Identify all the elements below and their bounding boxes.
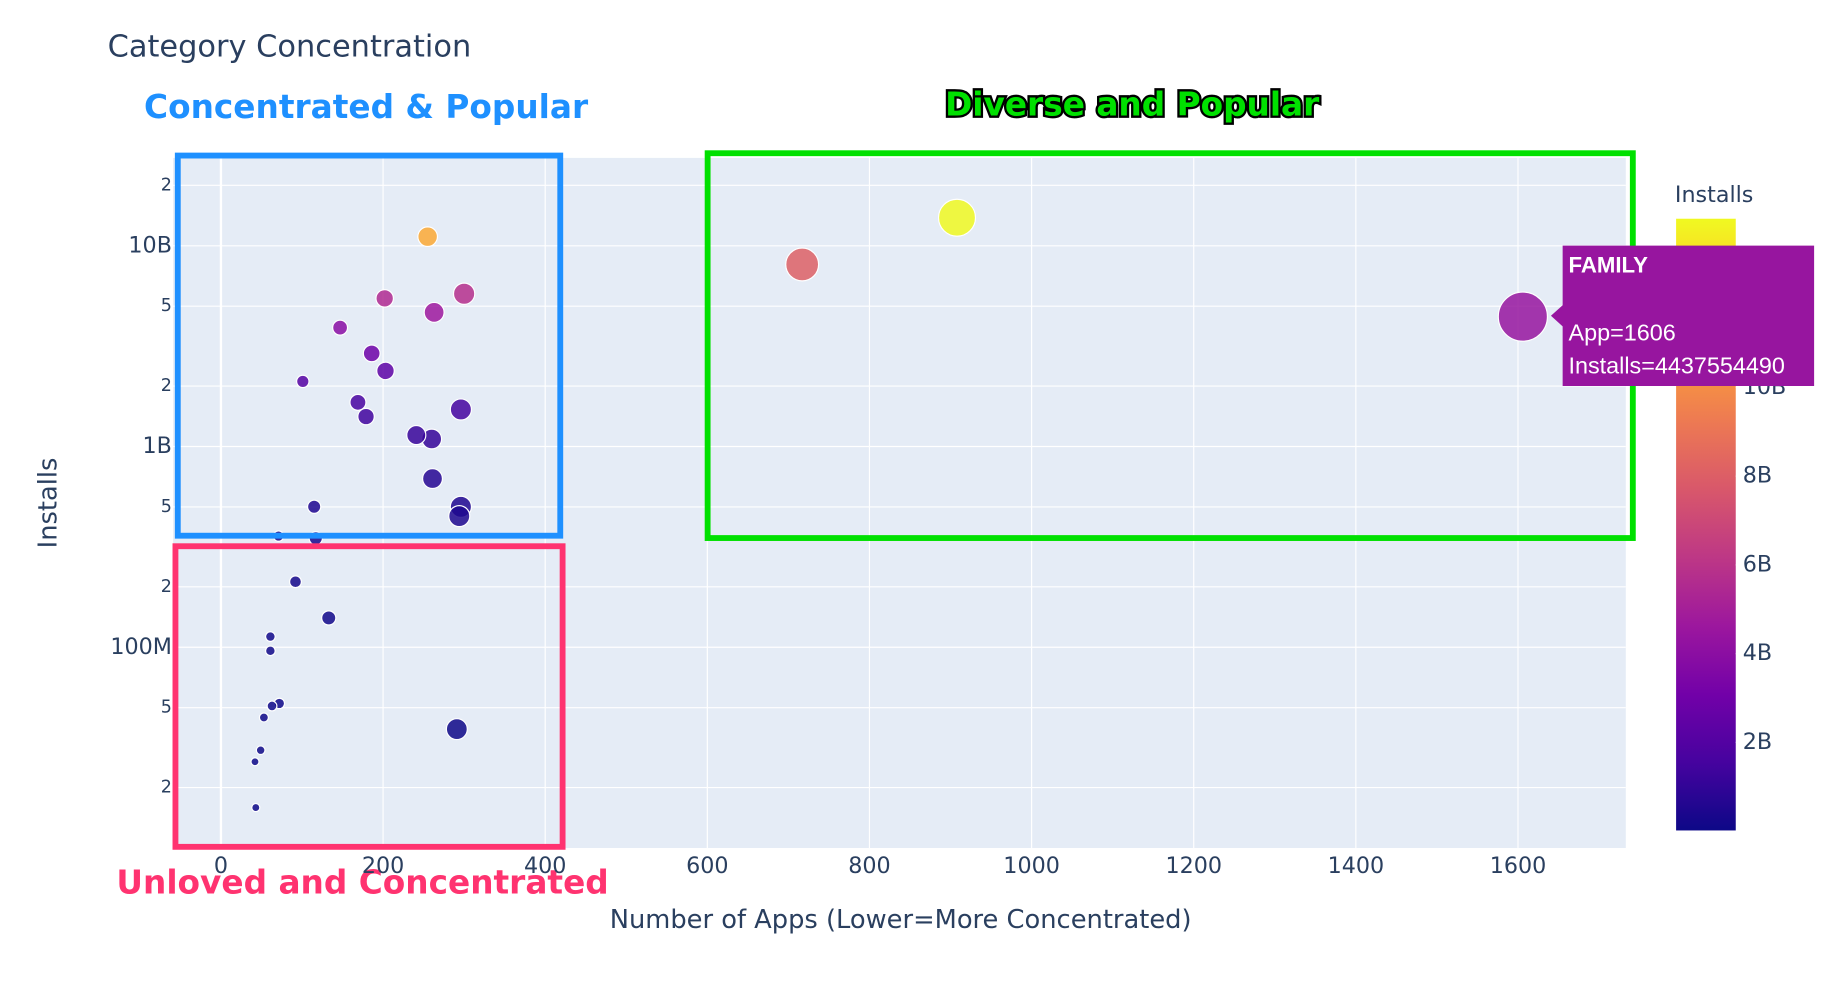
colorbar-tick-label: 6B — [1743, 551, 1772, 577]
bubble — [423, 301, 445, 323]
bubble — [406, 424, 427, 446]
bubble — [422, 468, 444, 490]
colorbar-tick-label: 8B — [1743, 463, 1772, 489]
bubble — [265, 631, 276, 642]
bubble — [349, 393, 367, 411]
x-tick-label: 1200 — [1165, 853, 1222, 879]
bubble — [266, 700, 278, 712]
bubble — [296, 374, 310, 389]
y-tick-label: 2 — [161, 577, 172, 597]
y-tick-label: 2 — [161, 175, 172, 195]
bubble — [375, 289, 394, 308]
annotation-label: Concentrated & Popular — [144, 88, 589, 126]
colorbar-tick-label: 4B — [1743, 640, 1772, 666]
tooltip-line: App=1606 — [1568, 320, 1675, 346]
x-tick-label: 600 — [686, 853, 728, 879]
colorbar-tick-label: 2B — [1743, 729, 1772, 755]
tooltip-title: FAMILY — [1568, 253, 1648, 278]
plot-area — [173, 157, 1626, 849]
y-tick-label: 5 — [161, 497, 172, 517]
bubble — [785, 247, 820, 282]
bubble — [937, 198, 977, 237]
bubble — [376, 361, 395, 381]
y-tick-label: 2 — [161, 778, 172, 798]
bubble — [258, 712, 269, 723]
bubble — [289, 575, 302, 589]
bubble — [448, 505, 471, 528]
x-tick-label: 1600 — [1490, 853, 1547, 879]
bubble — [452, 282, 476, 305]
bubble — [251, 802, 261, 813]
x-tick-label: 1400 — [1328, 853, 1385, 879]
annotation-label: Diverse and Popular — [945, 85, 1320, 123]
x-tick-label: 1000 — [1003, 853, 1060, 879]
y-tick-label: 5 — [161, 296, 172, 316]
y-tick-label: 1B — [143, 433, 172, 459]
bubble — [250, 757, 260, 767]
bubble — [362, 344, 381, 363]
y-tick-label: 2 — [161, 376, 172, 396]
chart-title: Category Concentration — [108, 29, 472, 64]
x-tick-label: 200 — [362, 853, 404, 879]
bubble — [417, 226, 439, 248]
tooltip-line: Installs=4437554490 — [1568, 352, 1784, 378]
y-tick-label: 5 — [161, 698, 172, 718]
x-tick-label: 0 — [214, 853, 228, 879]
bubble — [332, 319, 349, 336]
tooltip: FAMILY App=1606 Installs=4437554490 — [1550, 245, 1815, 386]
x-axis-title: Number of Apps (Lower=More Concentrated) — [610, 905, 1192, 935]
bubble — [307, 499, 322, 514]
bubble — [445, 718, 468, 741]
bubble — [1497, 291, 1548, 342]
annotation-label: Unloved and Concentrated — [116, 863, 608, 901]
bubble — [357, 407, 375, 426]
colorbar-title: Installs — [1675, 182, 1753, 208]
bubble — [321, 610, 337, 626]
y-axis-title: Installs — [34, 458, 64, 549]
x-tick-label: 400 — [524, 853, 566, 879]
bubble — [449, 398, 473, 421]
y-tick-label: 100M — [110, 634, 172, 660]
bubble — [255, 745, 266, 756]
annotation-box — [174, 152, 564, 539]
tooltip-box — [1550, 245, 1815, 386]
x-tick-label: 800 — [848, 853, 890, 879]
y-tick-label: 10B — [128, 232, 172, 258]
bubble — [265, 645, 276, 657]
annotation-box — [172, 543, 566, 850]
